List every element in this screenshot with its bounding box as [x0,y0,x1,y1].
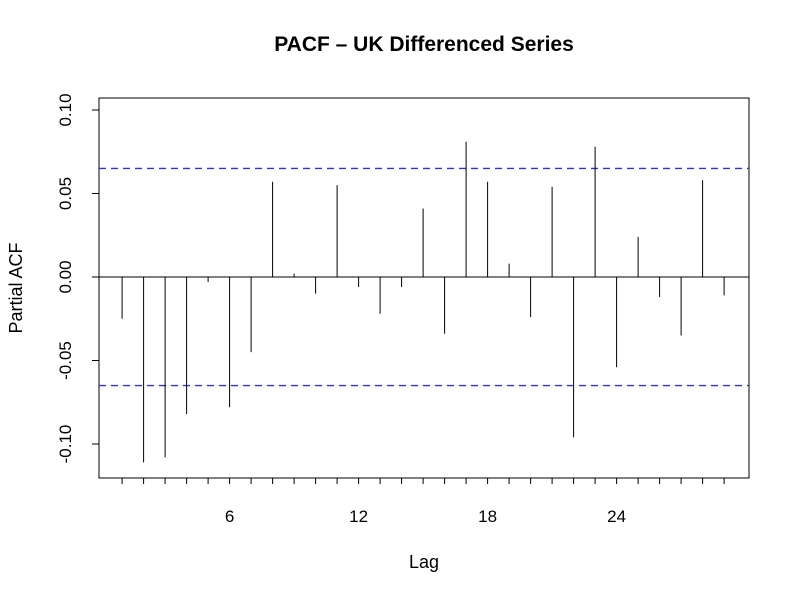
x-tick-label: 6 [225,507,234,526]
x-axis-title: Lag [409,552,439,572]
chart-title: PACF – UK Differenced Series [274,33,574,56]
y-tick-label: -0.10 [56,425,75,464]
x-tick-label: 18 [478,507,497,526]
y-axis: -0.10 -0.05 0.00 0.05 0.10 [56,93,99,463]
y-tick-label: 0.10 [56,93,75,126]
pacf-bars [121,141,725,463]
y-tick-label: 0.00 [56,260,75,293]
x-tick-label: 24 [607,507,626,526]
plot-frame [98,97,750,479]
y-tick-label: 0.05 [56,177,75,210]
confidence-bands [99,167,749,387]
y-axis-title: Partial ACF [6,242,26,333]
x-axis: 6 12 18 24 [121,478,725,526]
y-tick-label: -0.05 [56,341,75,380]
x-tick-label: 12 [349,507,368,526]
